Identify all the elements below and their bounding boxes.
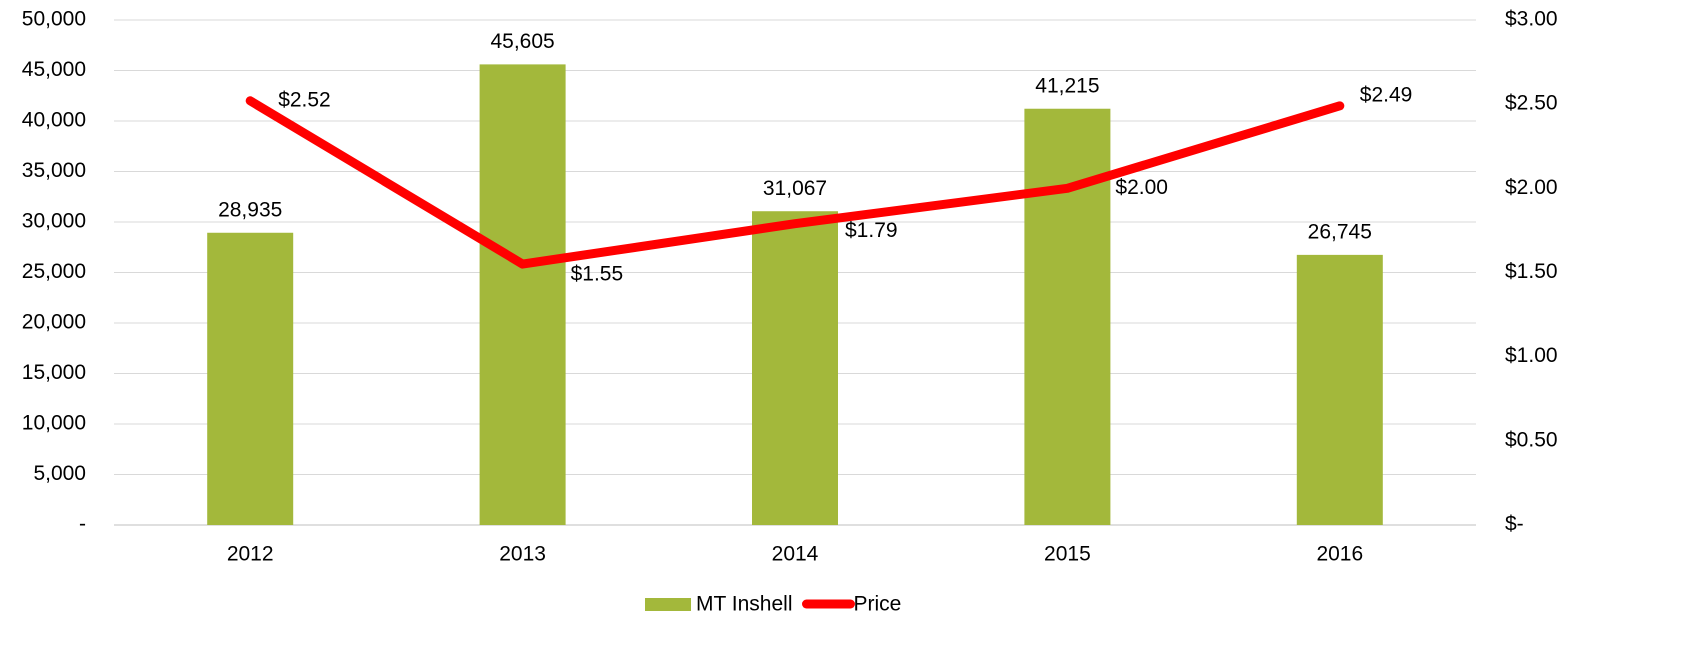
y2-tick-label: $0.50 — [1505, 428, 1558, 451]
x-tick-label: 2015 — [1044, 543, 1091, 566]
data-label: $2.49 — [1360, 83, 1413, 106]
data-label: $1.79 — [845, 219, 898, 242]
y-tick-label: 40,000 — [22, 109, 86, 132]
y2-tick-label: $2.00 — [1505, 176, 1558, 199]
y2-tick-label: $2.50 — [1505, 92, 1558, 115]
y-tick-label: 5,000 — [33, 462, 86, 485]
y2-tick-label: $3.00 — [1505, 8, 1558, 31]
bar — [752, 211, 838, 525]
bar — [1024, 108, 1111, 525]
data-label: $1.55 — [571, 263, 624, 286]
y-tick-label: 35,000 — [22, 159, 86, 182]
y-tick-label: 45,000 — [22, 58, 86, 81]
y2-tick-label: $- — [1505, 513, 1524, 536]
data-label: $2.52 — [278, 88, 331, 111]
data-label: 26,745 — [1308, 220, 1372, 243]
y-tick-label: 15,000 — [22, 361, 86, 384]
y2-tick-label: $1.50 — [1505, 260, 1558, 283]
bar — [207, 232, 294, 525]
price-line — [245, 96, 1345, 269]
x-tick-label: 2012 — [227, 543, 274, 566]
data-label: 45,605 — [490, 30, 554, 53]
y-tick-label: - — [79, 513, 86, 536]
x-tick-label: 2013 — [499, 543, 546, 566]
y2-tick-label: $1.00 — [1505, 344, 1558, 367]
x-tick-label: 2016 — [1316, 543, 1363, 566]
y-tick-label: 50,000 — [22, 8, 86, 31]
legend-label: MT Inshell — [696, 593, 792, 616]
data-label: 41,215 — [1035, 74, 1099, 97]
legend-swatch — [645, 598, 691, 611]
y-tick-label: 25,000 — [22, 260, 86, 283]
data-label: 28,935 — [218, 198, 282, 221]
bar — [479, 64, 566, 526]
y-tick-label: 30,000 — [22, 210, 86, 233]
y-tick-label: 10,000 — [22, 412, 86, 435]
x-tick-label: 2014 — [772, 543, 819, 566]
bar — [1296, 254, 1383, 526]
data-label: $2.00 — [1115, 176, 1168, 199]
legend-label: Price — [853, 593, 901, 616]
y-tick-label: 20,000 — [22, 311, 86, 334]
data-label: 31,067 — [763, 177, 827, 200]
